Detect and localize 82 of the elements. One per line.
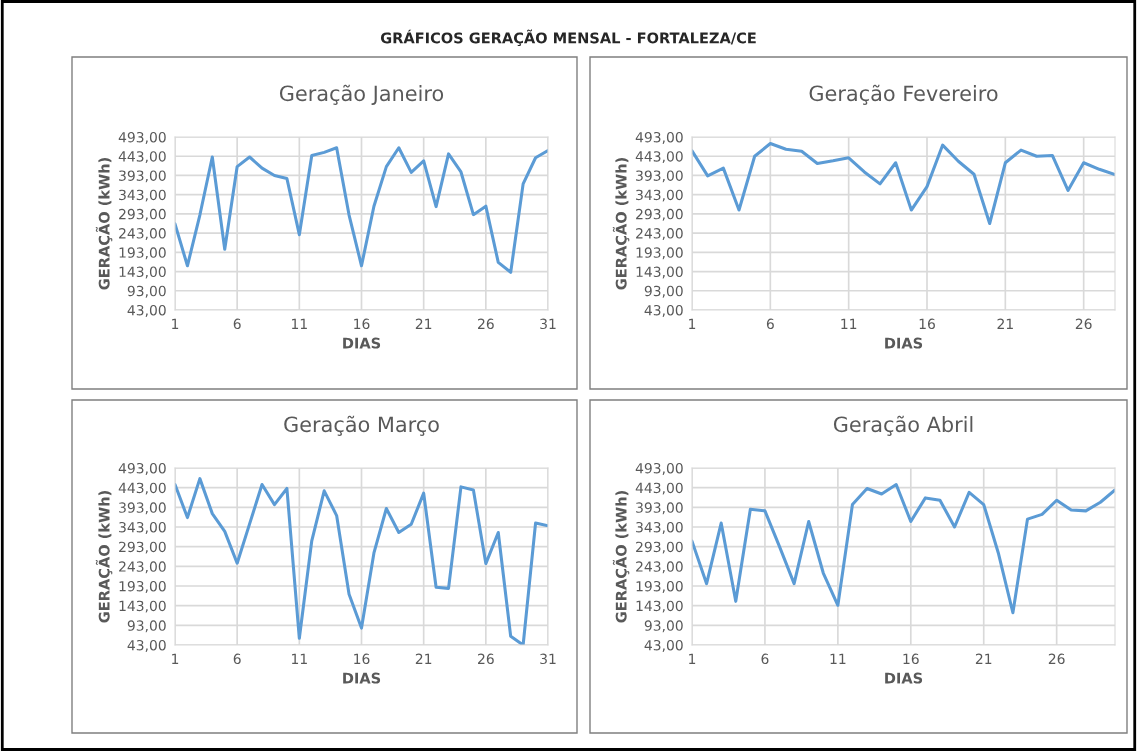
x-tick-label: 16 xyxy=(903,653,919,665)
y-tick-label: 443,00 xyxy=(118,482,166,495)
text: GRÁFICOS GERAÇÃO MENSAL - FORTALEZA/CE xyxy=(380,29,756,47)
x-tick-label: 1 xyxy=(172,653,179,664)
y-tick-label: 493,00 xyxy=(118,462,166,475)
y-tick-label: 493,00 xyxy=(635,131,683,144)
x-tick-label: 26 xyxy=(1075,318,1092,330)
y-tick-label: 493,00 xyxy=(635,462,683,475)
x-axis-title: DIAS xyxy=(343,337,381,349)
x-tick-label: 6 xyxy=(233,653,241,665)
y-tick-label: 93,00 xyxy=(127,620,166,633)
x-tick-label: 16 xyxy=(354,653,370,665)
x-tick-label: 16 xyxy=(354,318,370,330)
y-tick-label: 343,00 xyxy=(119,521,166,534)
x-tick-label: 11 xyxy=(292,318,307,329)
y-axis-title: GERAÇÃO (kWh) xyxy=(95,158,113,290)
y-tick-label: 293,00 xyxy=(119,208,166,221)
y-tick-label: 243,00 xyxy=(636,561,683,574)
x-axis-title: DIAS xyxy=(343,672,381,684)
chart-title: Geração Janeiro xyxy=(279,84,444,106)
y-tick-label: 193,00 xyxy=(119,247,166,260)
x-axis-title: DIAS xyxy=(885,337,923,349)
y-tick-label: 343,00 xyxy=(636,521,683,534)
y-axis-title: GERAÇÃO (kWh) xyxy=(95,491,113,623)
x-tick-label: 6 xyxy=(761,653,769,665)
x-tick-label: 21 xyxy=(415,318,432,329)
y-tick-label: 143,00 xyxy=(636,600,683,613)
y-tick-label: 193,00 xyxy=(636,580,683,593)
y-tick-label: 143,00 xyxy=(636,266,683,279)
y-tick-label: 93,00 xyxy=(644,285,683,298)
y-tick-label: 343,00 xyxy=(636,189,683,202)
y-tick-label: 93,00 xyxy=(127,285,166,298)
y-tick-label: 393,00 xyxy=(119,170,166,183)
x-axis-title: DIAS xyxy=(885,672,923,684)
x-tick-label: 1 xyxy=(689,653,696,664)
y-tick-label: 293,00 xyxy=(636,208,683,221)
y-tick-label: 493,00 xyxy=(118,131,166,144)
x-tick-label: 6 xyxy=(233,318,241,330)
x-tick-label: 11 xyxy=(830,653,846,664)
y-tick-label: 243,00 xyxy=(119,561,166,574)
y-tick-label: 393,00 xyxy=(636,170,683,183)
x-tick-label: 11 xyxy=(841,318,857,329)
y-tick-label: 193,00 xyxy=(636,247,683,260)
x-tick-label: 11 xyxy=(292,653,307,664)
y-tick-label: 93,00 xyxy=(644,620,683,633)
line-series xyxy=(175,146,548,274)
y-tick-label: 43,00 xyxy=(127,639,166,652)
x-tick-label: 1 xyxy=(172,318,179,329)
x-tick-label: 21 xyxy=(997,318,1013,329)
x-tick-label: 21 xyxy=(975,653,992,664)
y-tick-label: 43,00 xyxy=(644,639,683,652)
chart-title: Geração Fevereiro xyxy=(809,84,998,105)
y-axis-title: GERAÇÃO (kWh) xyxy=(612,158,630,290)
y-tick-label: 443,00 xyxy=(118,151,166,164)
chart-title: Geração Abril xyxy=(833,415,973,436)
x-tick-label: 1 xyxy=(689,318,696,329)
y-tick-label: 293,00 xyxy=(636,541,683,554)
y-tick-label: 243,00 xyxy=(636,228,683,240)
y-tick-label: 143,00 xyxy=(119,266,166,279)
y-tick-label: 293,00 xyxy=(119,541,166,554)
y-tick-label: 443,00 xyxy=(635,482,683,495)
y-tick-label: 43,00 xyxy=(127,304,166,317)
chart-title: Geração Março xyxy=(284,415,439,436)
x-tick-label: 26 xyxy=(478,318,494,330)
line-series xyxy=(692,142,1115,226)
y-tick-label: 393,00 xyxy=(119,502,166,515)
y-tick-label: 243,00 xyxy=(119,228,166,240)
y-axis-title: GERAÇÃO (kWh) xyxy=(612,491,630,623)
x-tick-label: 26 xyxy=(1048,653,1065,665)
x-tick-label: 21 xyxy=(415,653,432,664)
y-tick-label: 143,00 xyxy=(119,600,166,613)
x-tick-label: 26 xyxy=(478,653,494,665)
y-tick-label: 43,00 xyxy=(644,304,683,317)
x-tick-label: 6 xyxy=(766,318,774,330)
y-tick-label: 393,00 xyxy=(636,502,683,515)
line-series xyxy=(692,482,1115,615)
x-tick-label: 31 xyxy=(540,318,556,330)
y-tick-label: 343,00 xyxy=(119,189,166,202)
y-tick-label: 193,00 xyxy=(119,580,166,593)
x-tick-label: 31 xyxy=(540,653,556,665)
x-tick-label: 16 xyxy=(919,318,935,330)
y-tick-label: 443,00 xyxy=(635,151,683,164)
